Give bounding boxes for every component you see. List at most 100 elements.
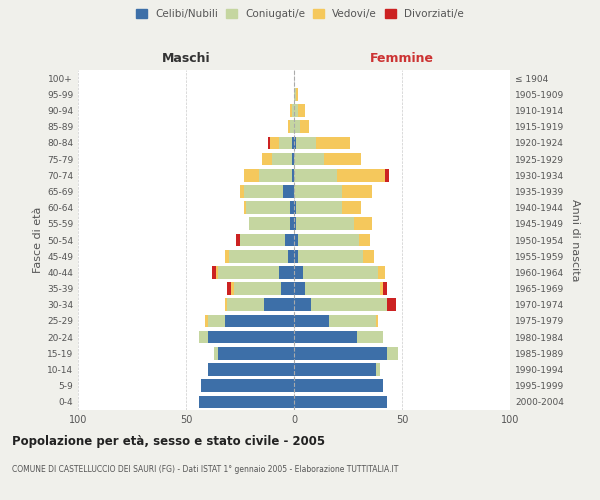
Bar <box>294 136 296 149</box>
Bar <box>292 104 294 117</box>
Bar <box>229 250 287 262</box>
Bar <box>244 169 259 181</box>
Bar <box>270 136 279 149</box>
Bar <box>240 234 286 246</box>
Bar <box>378 266 385 278</box>
Bar <box>294 331 356 344</box>
Bar <box>363 250 374 262</box>
Bar <box>290 120 294 133</box>
Bar <box>296 202 341 214</box>
Bar <box>294 152 324 166</box>
Bar <box>236 234 240 246</box>
Bar <box>208 363 294 376</box>
Bar <box>268 136 270 149</box>
Text: Popolazione per età, sesso e stato civile - 2005: Popolazione per età, sesso e stato civil… <box>12 435 325 448</box>
Bar <box>292 136 294 149</box>
Bar <box>387 298 395 311</box>
Bar <box>294 104 298 117</box>
Bar <box>296 136 316 149</box>
Bar <box>294 120 301 133</box>
Bar <box>380 282 383 295</box>
Bar <box>294 347 387 360</box>
Text: Maschi: Maschi <box>161 52 211 65</box>
Bar <box>294 234 298 246</box>
Bar <box>292 152 294 166</box>
Bar <box>294 88 296 101</box>
Bar <box>301 120 309 133</box>
Bar <box>232 282 233 295</box>
Bar <box>208 314 225 328</box>
Bar <box>376 314 378 328</box>
Bar <box>240 185 244 198</box>
Bar <box>383 282 387 295</box>
Bar <box>283 185 294 198</box>
Bar <box>287 120 290 133</box>
Bar <box>218 266 279 278</box>
Bar <box>329 314 376 328</box>
Bar <box>337 169 385 181</box>
Bar <box>225 250 229 262</box>
Y-axis label: Anni di nascita: Anni di nascita <box>569 198 580 281</box>
Bar <box>247 202 290 214</box>
Bar <box>302 266 378 278</box>
Bar <box>292 169 294 181</box>
Bar <box>290 202 294 214</box>
Bar <box>324 152 361 166</box>
Bar <box>298 104 305 117</box>
Bar <box>341 185 372 198</box>
Bar <box>264 298 294 311</box>
Bar <box>205 314 208 328</box>
Bar <box>294 250 298 262</box>
Bar <box>294 282 305 295</box>
Bar <box>316 136 350 149</box>
Bar <box>233 282 281 295</box>
Text: COMUNE DI CASTELLUCCIO DEI SAURI (FG) - Dati ISTAT 1° gennaio 2005 - Elaborazion: COMUNE DI CASTELLUCCIO DEI SAURI (FG) - … <box>12 465 398 474</box>
Bar <box>294 298 311 311</box>
Bar <box>227 282 232 295</box>
Bar <box>387 347 398 360</box>
Bar <box>199 396 294 408</box>
Bar <box>279 136 292 149</box>
Bar <box>216 266 218 278</box>
Bar <box>294 380 383 392</box>
Bar <box>262 152 272 166</box>
Bar <box>279 266 294 278</box>
Bar <box>248 218 290 230</box>
Text: Femmine: Femmine <box>370 52 434 65</box>
Legend: Celibi/Nubili, Coniugati/e, Vedovi/e, Divorziati/e: Celibi/Nubili, Coniugati/e, Vedovi/e, Di… <box>132 5 468 24</box>
Bar <box>305 282 380 295</box>
Bar <box>294 185 341 198</box>
Bar <box>227 298 264 311</box>
Bar <box>298 250 363 262</box>
Bar <box>294 218 296 230</box>
Bar <box>212 266 216 278</box>
Bar <box>296 88 298 101</box>
Bar <box>296 218 355 230</box>
Bar <box>294 363 376 376</box>
Bar <box>259 169 292 181</box>
Bar <box>201 380 294 392</box>
Bar <box>359 234 370 246</box>
Bar <box>385 169 389 181</box>
Bar <box>214 347 218 360</box>
Bar <box>294 202 296 214</box>
Y-axis label: Fasce di età: Fasce di età <box>33 207 43 273</box>
Bar <box>208 331 294 344</box>
Bar <box>287 250 294 262</box>
Bar <box>355 218 372 230</box>
Bar <box>225 314 294 328</box>
Bar <box>294 396 387 408</box>
Bar <box>225 298 227 311</box>
Bar <box>356 331 383 344</box>
Bar <box>311 298 387 311</box>
Bar <box>290 104 292 117</box>
Bar <box>244 202 247 214</box>
Bar <box>294 169 337 181</box>
Bar <box>294 314 329 328</box>
Bar <box>294 266 302 278</box>
Bar <box>341 202 361 214</box>
Bar <box>286 234 294 246</box>
Bar <box>281 282 294 295</box>
Bar <box>199 331 208 344</box>
Bar <box>290 218 294 230</box>
